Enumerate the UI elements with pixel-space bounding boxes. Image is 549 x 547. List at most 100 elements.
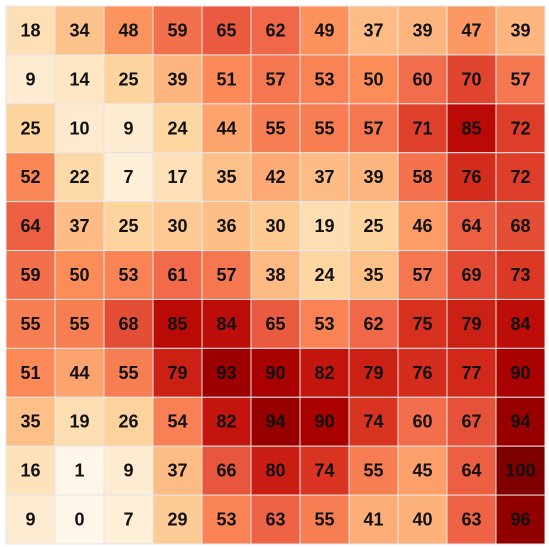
heatmap-cell-4-1 — [54, 201, 105, 252]
heatmap-cell-label-1-8: 60 — [412, 69, 432, 89]
heatmap-cell-8-0 — [5, 396, 56, 447]
heatmap-cell-7-9 — [446, 347, 497, 398]
heatmap-cell-label-0-6: 49 — [314, 20, 334, 40]
heatmap-cell-label-7-7: 79 — [363, 363, 383, 383]
heatmap-cell-label-8-0: 35 — [20, 412, 40, 432]
heatmap-cell-label-6-1: 55 — [69, 314, 89, 334]
heatmap-cell-label-9-3: 37 — [167, 461, 187, 481]
heatmap-cell-10-10 — [495, 494, 546, 545]
heatmap-cell-label-1-5: 57 — [265, 69, 285, 89]
heatmap-cell-5-0 — [5, 250, 56, 300]
heatmap-cell-label-7-8: 76 — [412, 363, 432, 383]
heatmap-cell-label-8-9: 67 — [461, 412, 481, 432]
heatmap-cell-3-3 — [152, 152, 203, 203]
heatmap-cell-1-6 — [299, 54, 350, 105]
heatmap-cell-label-7-2: 55 — [118, 363, 138, 383]
heatmap-cell-2-4 — [201, 103, 252, 154]
heatmap-cell-10-5 — [250, 494, 301, 545]
heatmap-cell-label-10-3: 29 — [167, 510, 187, 530]
heatmap-cell-1-10 — [495, 54, 546, 105]
heatmap-cell-label-9-0: 16 — [20, 461, 40, 481]
heatmap-cell-label-2-5: 55 — [265, 118, 285, 138]
heatmap-cell-label-1-4: 51 — [216, 69, 236, 89]
heatmap-cell-label-5-7: 35 — [363, 265, 383, 285]
heatmap-cell-label-3-7: 39 — [363, 167, 383, 187]
heatmap-cell-1-4 — [201, 54, 252, 105]
heatmap-cell-label-2-8: 71 — [412, 118, 432, 138]
heatmap-cell-label-7-6: 82 — [314, 363, 334, 383]
heatmap-cell-9-2 — [103, 445, 154, 496]
heatmap-cell-label-6-4: 84 — [216, 314, 236, 334]
heatmap-cell-label-3-0: 52 — [20, 167, 40, 187]
heatmap-cell-label-4-8: 46 — [412, 216, 432, 236]
heatmap-cell-label-10-5: 63 — [265, 510, 285, 530]
heatmap-cell-label-5-5: 38 — [265, 265, 285, 285]
heatmap-cell-label-6-8: 75 — [412, 314, 432, 334]
heatmap-cell-label-5-6: 24 — [314, 265, 334, 285]
heatmap-cell-label-9-2: 9 — [123, 461, 133, 481]
heatmap-cell-7-4 — [201, 347, 252, 398]
heatmap-cell-label-0-10: 39 — [510, 20, 530, 40]
heatmap-cell-4-8 — [397, 201, 448, 252]
heatmap-cell-label-3-9: 76 — [461, 167, 481, 187]
heatmap-cell-0-10 — [495, 5, 546, 56]
heatmap-cell-9-8 — [397, 445, 448, 496]
heatmap-cell-label-4-10: 68 — [510, 216, 530, 236]
heatmap-cell-5-8 — [397, 250, 448, 300]
heatmap-cell-label-3-3: 17 — [167, 167, 187, 187]
heatmap-cell-label-6-9: 79 — [461, 314, 481, 334]
heatmap-cell-9-10 — [495, 445, 546, 496]
heatmap-cell-6-3 — [152, 298, 203, 349]
heatmap-cell-10-0 — [5, 494, 56, 545]
heatmap-cell-label-2-9: 85 — [461, 118, 481, 138]
heatmap-cell-label-2-0: 25 — [20, 118, 40, 138]
heatmap-cell-label-7-3: 79 — [167, 363, 187, 383]
heatmap-cell-1-7 — [348, 54, 399, 105]
heatmap-cell-label-9-6: 74 — [314, 461, 334, 481]
heatmap-cell-label-7-0: 51 — [20, 363, 40, 383]
heatmap-cell-label-6-10: 84 — [510, 314, 530, 334]
heatmap-cell-9-0 — [5, 445, 56, 496]
heatmap-cell-2-10 — [495, 103, 546, 154]
heatmap-cell-label-2-7: 57 — [363, 118, 383, 138]
heatmap-cell-4-3 — [152, 201, 203, 252]
heatmap-cell-label-7-9: 77 — [461, 363, 481, 383]
heatmap-cell-0-0 — [5, 5, 56, 56]
heatmap-cell-6-1 — [54, 298, 105, 349]
heatmap-cell-label-2-3: 24 — [167, 118, 187, 138]
heatmap-cell-9-5 — [250, 445, 301, 496]
heatmap-cell-10-4 — [201, 494, 252, 545]
heatmap-cell-10-2 — [103, 494, 154, 545]
heatmap-cell-1-0 — [5, 54, 56, 105]
heatmap-cell-2-5 — [250, 103, 301, 154]
heatmap-cell-10-1 — [54, 494, 105, 545]
heatmap-cell-label-8-1: 19 — [69, 412, 89, 432]
heatmap-cell-label-0-0: 18 — [20, 20, 40, 40]
heatmap-cell-2-6 — [299, 103, 350, 154]
heatmap-cell-label-4-6: 19 — [314, 216, 334, 236]
heatmap-cell-label-5-8: 57 — [412, 265, 432, 285]
heatmap-cell-8-2 — [103, 396, 154, 447]
heatmap-cell-label-8-6: 90 — [314, 412, 334, 432]
heatmap-cell-7-6 — [299, 347, 350, 398]
heatmap-cell-3-9 — [446, 152, 497, 203]
heatmap-cell-3-2 — [103, 152, 154, 203]
heatmap-cell-label-9-1: 1 — [74, 461, 84, 481]
heatmap-cell-label-0-2: 48 — [118, 20, 138, 40]
heatmap-cell-label-2-10: 72 — [510, 118, 530, 138]
heatmap-cell-label-6-2: 68 — [118, 314, 138, 334]
heatmap-cell-10-7 — [348, 494, 399, 545]
heatmap-cell-label-1-2: 25 — [118, 69, 138, 89]
heatmap-cell-label-0-5: 62 — [265, 20, 285, 40]
heatmap-cell-label-7-4: 93 — [216, 363, 236, 383]
heatmap-cell-label-3-1: 22 — [69, 167, 89, 187]
heatmap-cell-8-9 — [446, 396, 497, 447]
heatmap-cell-1-8 — [397, 54, 448, 105]
heatmap-cell-label-3-8: 58 — [412, 167, 432, 187]
heatmap-cell-label-6-0: 55 — [20, 314, 40, 334]
heatmap-cell-label-3-2: 7 — [123, 167, 133, 187]
heatmap-cell-label-10-1: 0 — [74, 510, 84, 530]
heatmap-cell-4-4 — [201, 201, 252, 252]
heatmap-cell-label-4-5: 30 — [265, 216, 285, 236]
heatmap-cell-0-1 — [54, 5, 105, 56]
